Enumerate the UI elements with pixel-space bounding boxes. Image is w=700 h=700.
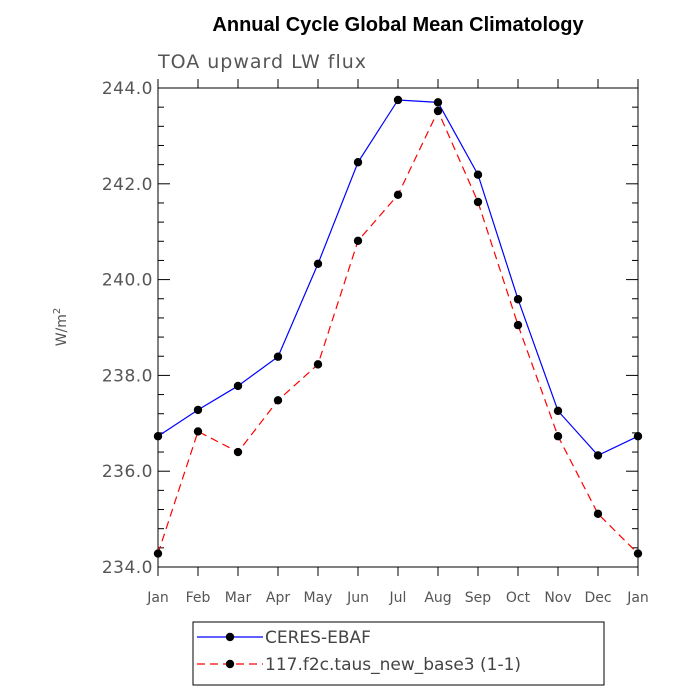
- x-tick-label: Mar: [225, 590, 252, 606]
- x-tick-label: Nov: [544, 590, 571, 606]
- series-line: [157, 99, 639, 457]
- series: [153, 95, 643, 460]
- x-tick-label: Dec: [584, 590, 611, 606]
- data-point: [233, 381, 243, 391]
- x-tick-label: Jul: [389, 590, 407, 606]
- axes: 234.0 236.0 238.0 240.0 242.0 244.0 Jan Feb Mar A…: [102, 79, 649, 606]
- plot-area-frame: [157, 87, 639, 568]
- data-point: [473, 170, 483, 179]
- data-point: [433, 106, 443, 116]
- y-axis-label-superscript: 2: [52, 308, 63, 314]
- data-point: [633, 549, 643, 558]
- svg-text:W/m2: W/m2: [52, 308, 70, 347]
- legend-marker: [225, 659, 235, 669]
- y-tick-label: 240.0: [102, 271, 153, 291]
- x-tick-label: Aug: [424, 590, 451, 606]
- data-point: [233, 447, 243, 457]
- legend-label: CERES-EBAF: [265, 628, 371, 648]
- chart-title: Annual Cycle Global Mean Climatology: [212, 14, 584, 36]
- series-line: [157, 109, 639, 555]
- series-layer: [153, 95, 643, 558]
- data-point: [593, 451, 603, 460]
- data-point: [313, 360, 323, 369]
- chart-subtitle: TOA upward LW flux: [157, 51, 367, 73]
- y-tick-label: 244.0: [102, 79, 153, 99]
- data-point: [273, 352, 283, 361]
- x-tick-label: Oct: [506, 590, 531, 606]
- data-point: [153, 432, 163, 441]
- x-tick-label: Feb: [186, 590, 211, 606]
- data-point: [393, 190, 403, 200]
- y-tick-label: 234.0: [102, 558, 153, 578]
- data-point: [513, 295, 523, 304]
- x-tick-label: May: [304, 590, 333, 606]
- y-tick-label: 238.0: [102, 366, 153, 386]
- data-point: [353, 158, 363, 167]
- y-axis-label: W/m2: [52, 308, 70, 347]
- y-axis-label-unit: W/m: [54, 314, 70, 346]
- data-point: [473, 197, 483, 207]
- data-point: [553, 406, 563, 416]
- data-point: [393, 95, 403, 105]
- data-point: [193, 427, 203, 436]
- legend: CERES-EBAF 117.f2c.taus_new_base3 (1-1): [192, 621, 605, 686]
- data-point: [313, 259, 323, 268]
- legend-marker: [225, 632, 235, 642]
- series: [153, 106, 643, 558]
- x-tick-label: Apr: [266, 590, 290, 606]
- data-point: [593, 509, 603, 519]
- y-tick-label: 242.0: [102, 175, 153, 195]
- x-tick-label: Sep: [465, 590, 492, 606]
- data-point: [353, 236, 363, 246]
- data-point: [273, 396, 283, 405]
- data-point: [553, 432, 563, 441]
- data-point: [433, 98, 443, 107]
- legend-box: [192, 621, 605, 686]
- x-tick-label: Jun: [346, 590, 369, 606]
- data-point: [633, 432, 643, 441]
- x-tick-label: Jan: [146, 590, 169, 606]
- data-point: [513, 320, 523, 330]
- data-point: [193, 405, 203, 415]
- y-tick-label: 236.0: [102, 462, 153, 482]
- x-tick-label: Jan: [626, 590, 649, 606]
- legend-label: 117.f2c.taus_new_base3 (1-1): [265, 655, 521, 675]
- data-point: [153, 549, 163, 558]
